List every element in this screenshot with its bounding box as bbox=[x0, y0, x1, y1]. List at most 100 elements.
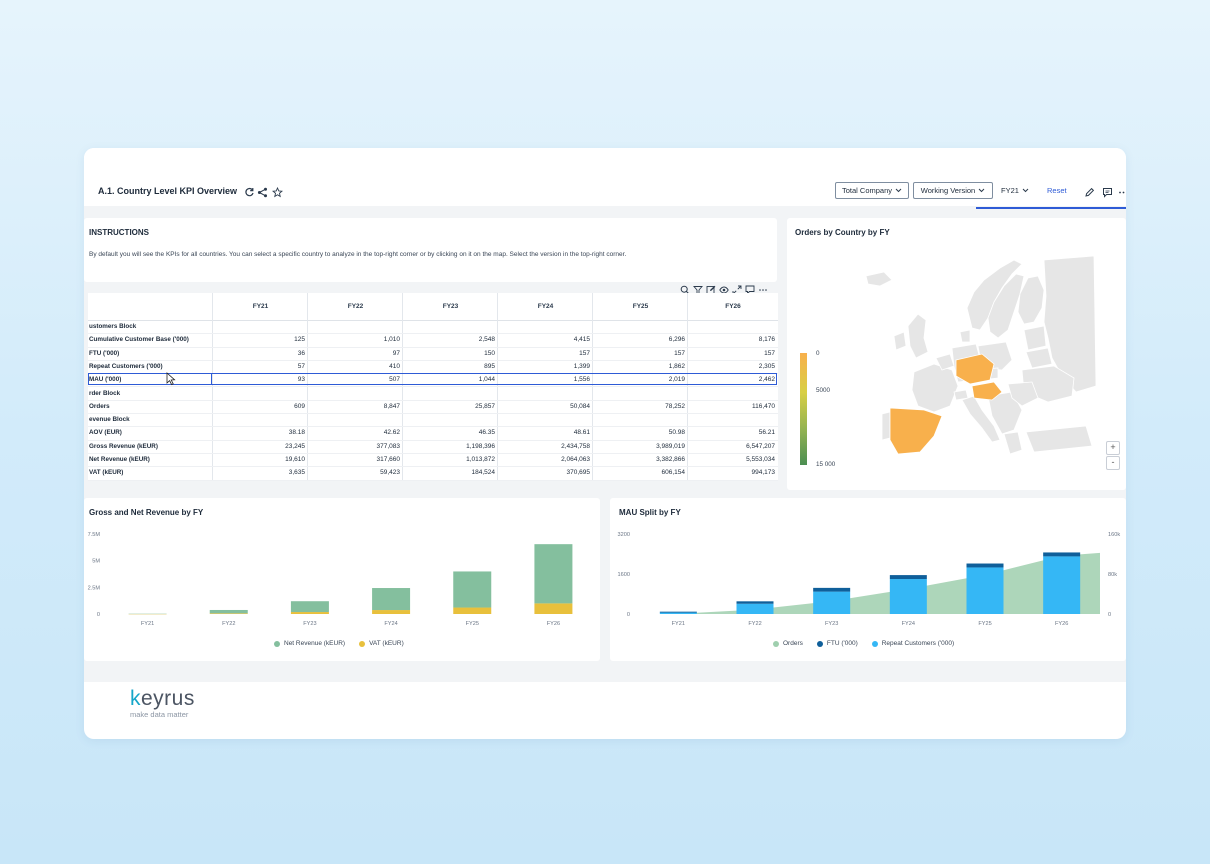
column-header[interactable]: FY23 bbox=[442, 303, 459, 310]
more-options-icon[interactable] bbox=[758, 285, 768, 295]
table-row[interactable]: evenue Block bbox=[88, 413, 778, 428]
bar-ftu[interactable] bbox=[736, 601, 774, 604]
column-header[interactable]: FY21 bbox=[252, 303, 269, 310]
table-cell[interactable]: 150 bbox=[484, 349, 495, 357]
table-cell[interactable]: 377,083 bbox=[376, 442, 401, 450]
table-cell[interactable]: 8,176 bbox=[758, 336, 775, 344]
comment-icon[interactable] bbox=[1102, 185, 1113, 198]
table-cell[interactable]: 36 bbox=[297, 349, 305, 357]
column-header[interactable]: FY24 bbox=[537, 303, 554, 310]
table-row[interactable]: Repeat Customers ('000) 57 410 895 1,399 1,86… bbox=[88, 360, 778, 375]
bar-vat[interactable] bbox=[453, 607, 492, 614]
table-cell[interactable]: 23,245 bbox=[285, 442, 305, 450]
map-country-romania[interactable] bbox=[1007, 381, 1039, 407]
bar-ftu[interactable] bbox=[813, 587, 851, 592]
table-cell[interactable]: 46.35 bbox=[478, 429, 495, 437]
edit-pencil-icon[interactable] bbox=[1084, 185, 1095, 197]
table-cell[interactable]: 38.18 bbox=[288, 429, 305, 437]
map-country-italy[interactable] bbox=[961, 395, 1001, 443]
more-options-icon[interactable] bbox=[1118, 185, 1126, 196]
table-row[interactable]: MAU ('000) 93 507 1,044 1,556 2,019 2,462 bbox=[88, 373, 778, 388]
view-eye-icon[interactable] bbox=[719, 285, 729, 295]
bar-vat[interactable] bbox=[209, 613, 248, 614]
table-cell[interactable]: 1,862 bbox=[668, 362, 685, 370]
table-cell[interactable]: 2,462 bbox=[758, 376, 775, 384]
table-cell[interactable]: 19,610 bbox=[285, 456, 305, 463]
map-country-belarus[interactable] bbox=[1025, 347, 1053, 369]
table-cell[interactable]: 184,524 bbox=[471, 469, 496, 477]
comment-icon[interactable] bbox=[745, 285, 755, 295]
zoom-out-button[interactable]: - bbox=[1106, 456, 1120, 470]
company-select[interactable]: Total Company bbox=[835, 182, 909, 199]
table-cell[interactable]: 6,296 bbox=[668, 336, 685, 344]
table-cell[interactable]: 3,382,866 bbox=[656, 456, 685, 463]
table-row[interactable]: FTU ('000) 36 97 150 157 157 157 bbox=[88, 347, 778, 361]
map-country-norway[interactable] bbox=[966, 259, 1023, 331]
bar-repeat-customers[interactable] bbox=[813, 591, 851, 614]
europe-map[interactable] bbox=[862, 246, 1102, 478]
table-row[interactable]: Orders 609 8,847 25,857 50,084 78,252 116,470 bbox=[88, 400, 778, 415]
favorite-star-icon[interactable] bbox=[272, 185, 283, 198]
map-country-uk[interactable] bbox=[907, 313, 929, 359]
table-row[interactable]: rder Block bbox=[88, 387, 778, 401]
map-country-iceland[interactable] bbox=[865, 271, 893, 287]
legend-item[interactable]: Repeat Customers ('000) bbox=[871, 640, 954, 647]
table-cell[interactable]: 116,470 bbox=[751, 402, 775, 410]
table-cell[interactable]: 1,044 bbox=[478, 376, 495, 384]
bar-vat[interactable] bbox=[290, 612, 329, 614]
table-row[interactable]: VAT (kEUR) 3,635 59,423 184,524 370,695 606,1… bbox=[88, 466, 778, 481]
table-cell[interactable]: 57 bbox=[297, 362, 305, 370]
table-cell[interactable]: 42.62 bbox=[383, 429, 400, 437]
map-country-greece[interactable] bbox=[1003, 431, 1023, 455]
bar-net-revenue[interactable] bbox=[290, 601, 329, 613]
table-cell[interactable]: 125 bbox=[294, 336, 305, 344]
table-cell[interactable]: 5,553,034 bbox=[746, 456, 775, 463]
fy-select[interactable]: FY21 bbox=[1001, 182, 1029, 199]
column-header[interactable]: FY22 bbox=[347, 303, 364, 310]
table-row[interactable]: AOV (EUR) 38.18 42.62 46.35 48.61 50.98 56.21 bbox=[88, 426, 778, 441]
table-cell[interactable]: 48.61 bbox=[573, 429, 590, 437]
bar-repeat-customers[interactable] bbox=[889, 579, 927, 614]
map-country-turkey[interactable] bbox=[1025, 425, 1093, 453]
table-cell[interactable]: 3,635 bbox=[288, 469, 305, 477]
table-cell[interactable]: 410 bbox=[389, 362, 400, 370]
table-cell[interactable]: 3,989,019 bbox=[656, 442, 685, 450]
table-cell[interactable]: 2,548 bbox=[478, 336, 495, 344]
table-cell[interactable]: 78,252 bbox=[665, 402, 685, 410]
legend-item[interactable]: Net Revenue (kEUR) bbox=[274, 640, 345, 647]
map-country-portugal[interactable] bbox=[881, 411, 891, 441]
table-cell[interactable]: 4,415 bbox=[573, 336, 590, 344]
table-cell[interactable]: 157 bbox=[674, 349, 685, 357]
map-country-hungary[interactable] bbox=[971, 381, 1003, 401]
map-country-baltics[interactable] bbox=[1023, 325, 1047, 351]
bar-net-revenue[interactable] bbox=[209, 609, 248, 614]
bar-ftu[interactable] bbox=[1043, 552, 1081, 557]
map-country-france[interactable] bbox=[911, 363, 959, 413]
legend-item[interactable]: FTU ('000) bbox=[816, 640, 858, 647]
map-country-finland[interactable] bbox=[1017, 275, 1045, 325]
bar-net-revenue[interactable] bbox=[372, 588, 411, 611]
table-cell[interactable]: 895 bbox=[484, 362, 495, 370]
bar-repeat-customers[interactable] bbox=[659, 612, 697, 614]
bar-net-revenue[interactable] bbox=[534, 544, 573, 604]
table-cell[interactable]: 2,305 bbox=[758, 362, 775, 370]
share-icon[interactable] bbox=[257, 185, 268, 198]
column-header[interactable]: FY25 bbox=[632, 303, 649, 310]
map-country-spain[interactable] bbox=[889, 407, 943, 455]
table-row[interactable]: Gross Revenue (kEUR) 23,245 377,083 1,198,3… bbox=[88, 440, 778, 454]
table-cell[interactable]: 994,173 bbox=[751, 469, 776, 477]
expand-icon[interactable] bbox=[732, 285, 742, 295]
table-cell[interactable]: 97 bbox=[392, 349, 400, 357]
legend-item[interactable]: VAT (kEUR) bbox=[359, 640, 404, 647]
table-cell[interactable]: 606,154 bbox=[661, 469, 686, 477]
bar-vat[interactable] bbox=[534, 603, 573, 614]
table-cell[interactable]: 2,019 bbox=[668, 376, 685, 384]
bar-repeat-customers[interactable] bbox=[966, 567, 1004, 614]
table-cell[interactable]: 317,660 bbox=[376, 456, 401, 463]
table-cell[interactable]: 1,399 bbox=[573, 362, 590, 370]
bar-repeat-customers[interactable] bbox=[736, 603, 774, 614]
bar-net-revenue[interactable] bbox=[453, 571, 492, 608]
version-select[interactable]: Working Version bbox=[913, 182, 993, 199]
table-cell[interactable]: 1,013,872 bbox=[466, 456, 495, 463]
refresh-icon[interactable] bbox=[244, 185, 255, 197]
